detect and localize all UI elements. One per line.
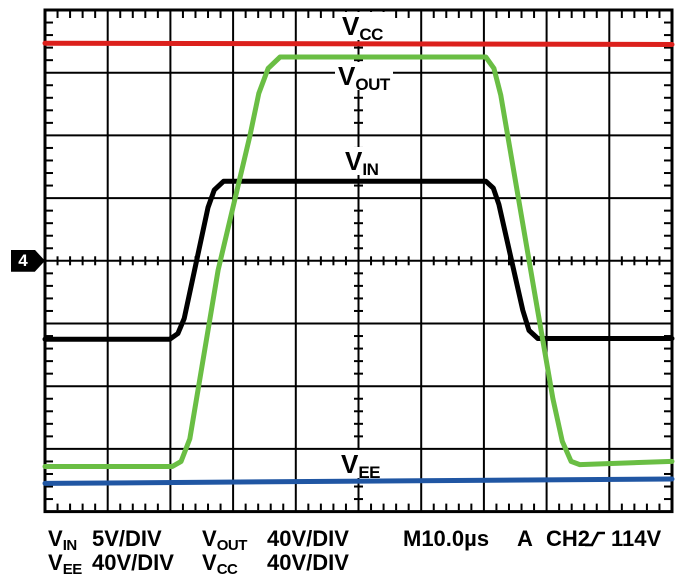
vout-label-sub: OUT	[355, 75, 390, 94]
vin-trace-label: VIN	[342, 146, 382, 178]
trigger-source: CH2	[546, 526, 591, 551]
rising-edge-icon	[585, 531, 605, 547]
channel-marker-number: 4	[18, 250, 28, 270]
legend-vee-text: V	[48, 550, 63, 575]
legend-vout-text: V	[202, 526, 217, 551]
legend-vin-scale: 5V/DIV	[92, 526, 162, 551]
legend-vin-sub: IN	[62, 537, 78, 554]
vcc-label-text: V	[342, 11, 360, 41]
vout-trace-label: VOUT	[335, 61, 393, 93]
legend-vee-scale: 40V/DIV	[92, 550, 174, 575]
trigger-level: 114V	[611, 526, 662, 551]
legend-vcc: VCC	[202, 550, 238, 577]
legend-vcc-scale: 40V/DIV	[267, 550, 349, 575]
legend-vin: VIN	[48, 526, 77, 553]
vee-label-text: V	[341, 449, 359, 479]
legend-vin-text: V	[48, 526, 63, 551]
legend-vee-sub: EE	[62, 561, 83, 578]
trigger-mode: A	[517, 526, 533, 551]
vee-trace-label: VEE	[338, 449, 384, 481]
legend-vout-scale: 40V/DIV	[267, 526, 349, 551]
oscilloscope-plot	[42, 8, 675, 514]
vcc-trace-label: VCC	[339, 11, 386, 43]
timebase-readout: M10.0µs	[403, 526, 490, 551]
legend-vcc-text: V	[202, 550, 217, 575]
legend-vout: VOUT	[202, 526, 247, 553]
vee-label-sub: EE	[358, 463, 381, 482]
vout-label-text: V	[338, 61, 356, 91]
vin-label-sub: IN	[362, 160, 379, 179]
legend-vout-sub: OUT	[216, 537, 248, 554]
vin-label-text: V	[345, 146, 363, 176]
legend-vee: VEE	[48, 550, 82, 577]
legend-vcc-sub: CC	[216, 561, 238, 578]
vcc-label-sub: CC	[359, 25, 383, 44]
channel-4-ground-marker: 4	[11, 249, 45, 272]
